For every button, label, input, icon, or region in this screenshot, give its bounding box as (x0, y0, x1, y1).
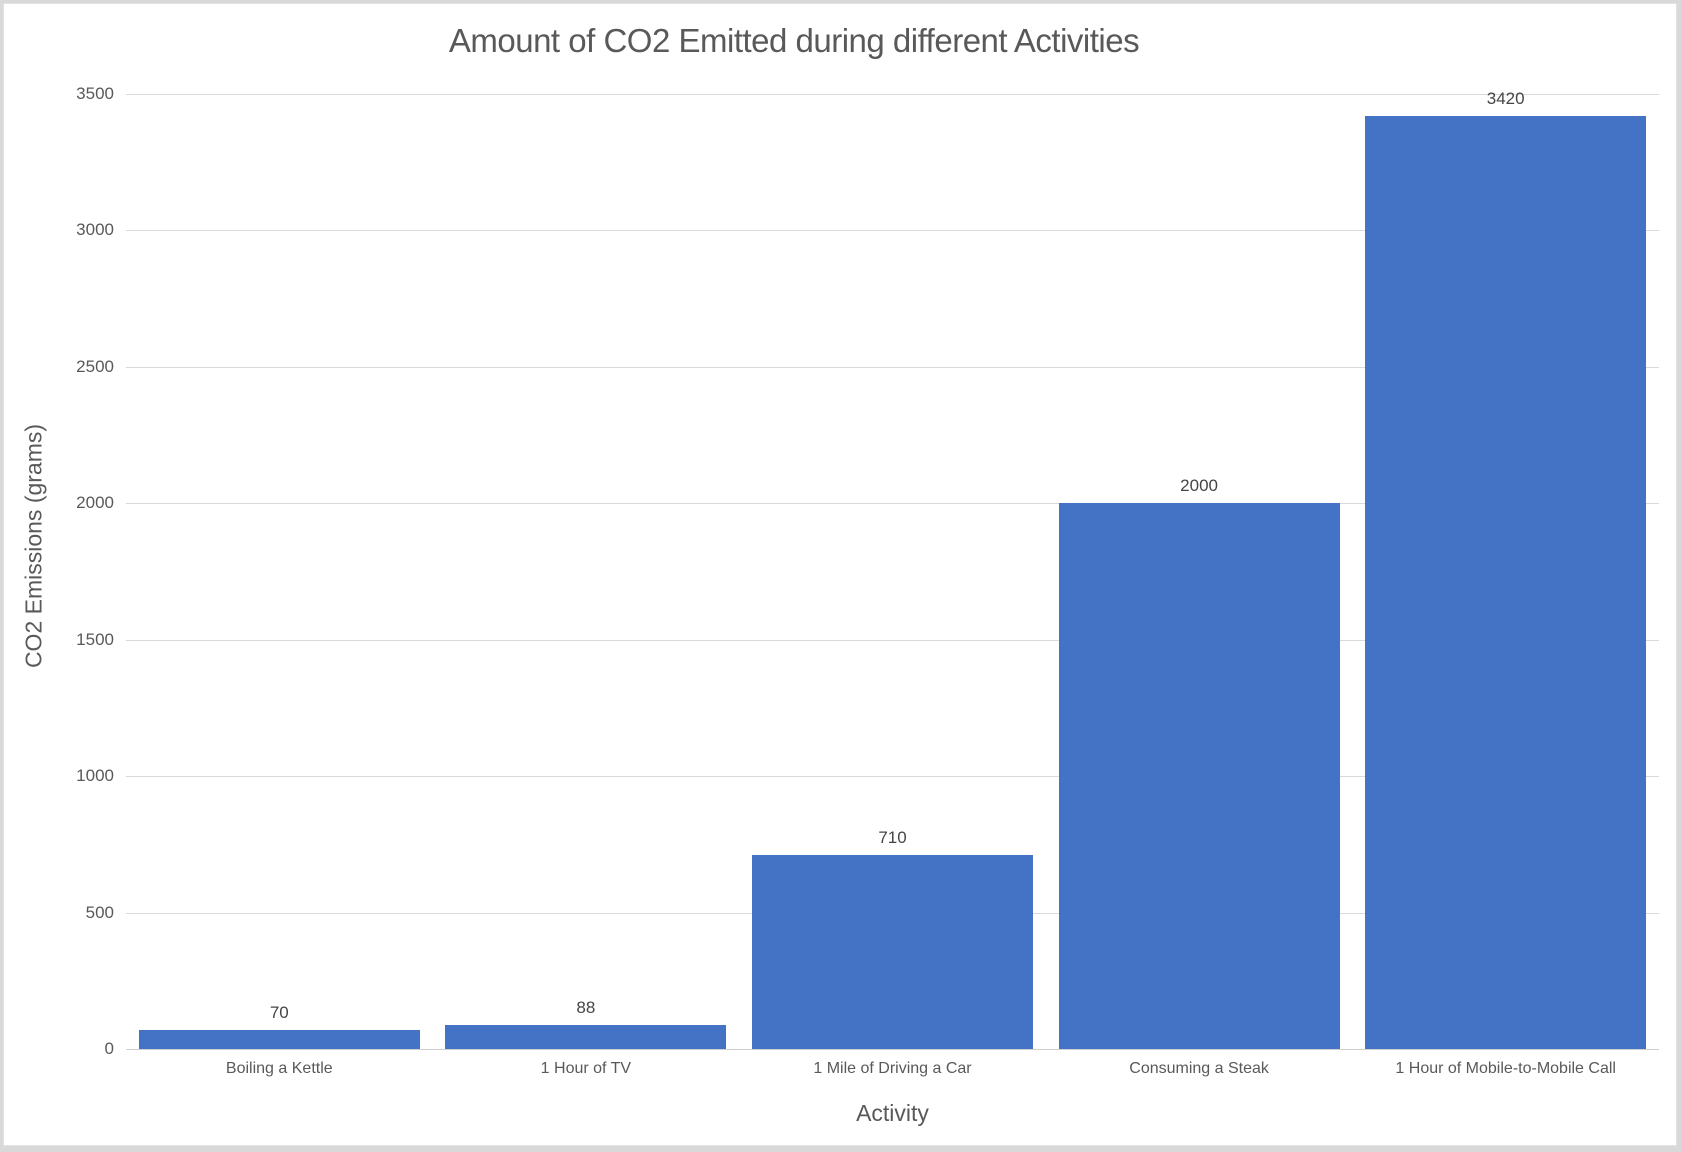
x-category-label: Boiling a Kettle (225, 1060, 333, 1077)
bar-data-label: 70 (269, 1002, 289, 1022)
y-tick-label: 1000 (76, 766, 114, 786)
bar-data-label: 2000 (1180, 476, 1218, 496)
bar (1058, 503, 1340, 1049)
x-category-label: 1 Hour of Mobile-to-Mobile Call (1395, 1060, 1616, 1077)
bar-data-label: 710 (878, 828, 907, 848)
bar-data-label: 88 (576, 998, 596, 1017)
bar (445, 1025, 727, 1049)
y-tick-label: 3000 (76, 220, 114, 240)
chart-canvas: Amount of CO2 Emitted during different A… (3, 3, 1677, 1146)
gridline (126, 366, 1659, 368)
x-axis-line (126, 1049, 1659, 1050)
bar (138, 1029, 420, 1049)
bar (1365, 115, 1647, 1049)
y-tick-label: 1500 (76, 629, 114, 649)
gridline (126, 503, 1659, 505)
x-category-label: 1 Mile of Driving a Car (813, 1060, 972, 1077)
gridline (126, 230, 1659, 232)
x-axis-title: Activity (856, 1100, 929, 1126)
gridline (126, 639, 1659, 641)
bar-data-label: 3420 (1486, 88, 1525, 108)
y-tick-label: 2000 (76, 493, 114, 513)
y-tick-label: 2500 (76, 356, 114, 376)
bar (752, 855, 1033, 1049)
y-tick-label: 500 (85, 902, 114, 922)
gridline (126, 776, 1659, 778)
y-tick-label: 3500 (76, 84, 114, 103)
chart-title: Amount of CO2 Emitted during different A… (448, 22, 1140, 59)
x-category-label: 1 Hour of TV (540, 1060, 632, 1077)
gridline (126, 94, 1659, 95)
y-tick-label: 0 (104, 1039, 114, 1058)
x-category-label: Consuming a Steak (1129, 1060, 1269, 1077)
plot-area: 70 88 710 2000 3420 (126, 89, 1659, 1050)
